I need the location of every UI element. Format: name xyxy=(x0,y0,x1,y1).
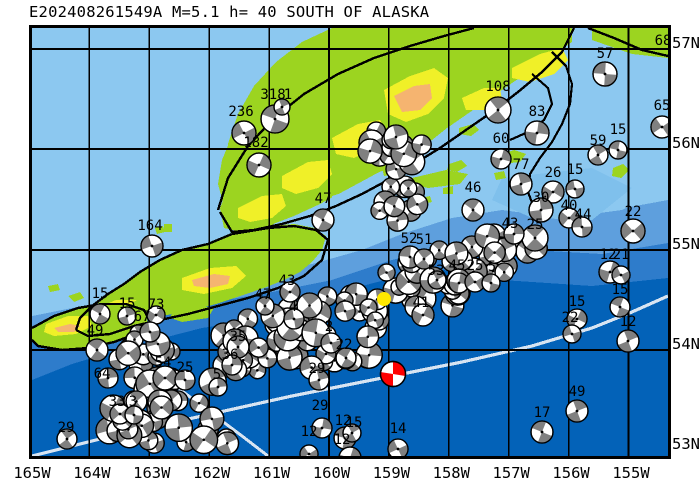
x-axis-tick-156w: 156W xyxy=(552,464,590,482)
beachball[interactable] xyxy=(84,337,110,363)
beachball[interactable] xyxy=(493,261,515,283)
beachball[interactable] xyxy=(540,179,566,205)
beachball[interactable] xyxy=(148,394,175,421)
beachball[interactable] xyxy=(138,320,162,344)
beachball[interactable] xyxy=(278,280,302,304)
beachball[interactable] xyxy=(220,353,244,377)
beachball[interactable] xyxy=(608,295,632,319)
beachball[interactable] xyxy=(443,240,470,267)
x-axis-tick-155w: 155W xyxy=(612,464,650,482)
beachball[interactable] xyxy=(410,133,433,156)
beachball[interactable] xyxy=(561,323,583,345)
beachball[interactable] xyxy=(188,424,220,456)
beachball[interactable] xyxy=(254,295,276,317)
beachball[interactable] xyxy=(412,247,436,271)
x-axis-tick-161w: 161W xyxy=(252,464,291,482)
beachball[interactable] xyxy=(386,437,410,456)
beachball[interactable] xyxy=(272,97,292,117)
x-axis-tick-163w: 163W xyxy=(133,464,171,482)
beachball[interactable] xyxy=(529,419,555,445)
beachball[interactable] xyxy=(610,264,632,286)
beachball[interactable] xyxy=(188,392,210,414)
beachball[interactable] xyxy=(245,151,273,179)
map-frame[interactable]: 6839571088365155960236318118216447772615… xyxy=(29,25,671,459)
map-canvas[interactable]: 6839571088365155960236318118216447772615… xyxy=(32,28,668,456)
x-axis-tick-159w: 159W xyxy=(372,464,411,482)
beachball[interactable] xyxy=(295,291,324,320)
beachball[interactable] xyxy=(591,60,619,88)
beachball[interactable] xyxy=(649,114,668,140)
y-axis-tick-54n: 54N xyxy=(672,334,699,353)
beachball[interactable] xyxy=(570,215,594,239)
beachball[interactable] xyxy=(163,412,194,443)
beachball[interactable] xyxy=(145,304,167,326)
beachball[interactable] xyxy=(586,143,610,167)
beachball[interactable] xyxy=(123,404,145,426)
x-axis-tick-158w: 158W xyxy=(432,464,470,482)
beachball[interactable] xyxy=(282,307,306,331)
beachball[interactable] xyxy=(310,416,334,440)
beachball[interactable] xyxy=(607,139,629,161)
beachball[interactable] xyxy=(96,366,120,390)
beachball[interactable] xyxy=(376,262,397,283)
beachball[interactable] xyxy=(527,196,555,224)
x-axis-tick-157w: 157W xyxy=(492,464,530,482)
y-axis-tick-57n: 57N xyxy=(672,34,699,52)
beachball[interactable] xyxy=(55,427,79,451)
beachball[interactable] xyxy=(405,192,430,217)
y-axis-tick-55n: 55N xyxy=(672,234,699,253)
beachball[interactable] xyxy=(426,269,448,291)
beachball[interactable] xyxy=(341,422,363,444)
beachball[interactable] xyxy=(564,178,586,200)
beachball[interactable] xyxy=(615,328,641,354)
beachball[interactable] xyxy=(356,137,384,165)
beachball[interactable] xyxy=(334,346,358,370)
y-axis-tick-56n: 56N xyxy=(672,134,699,153)
beachball[interactable] xyxy=(173,368,197,392)
beachball[interactable] xyxy=(310,207,336,233)
beachball[interactable] xyxy=(247,336,270,359)
beachball[interactable] xyxy=(139,233,165,259)
page-title: E202408261549A M=5.1 h= 40 SOUTH OF ALAS… xyxy=(29,3,430,21)
beachball[interactable] xyxy=(88,302,112,326)
beachball[interactable] xyxy=(230,119,258,147)
beachball[interactable] xyxy=(398,178,419,199)
beachball[interactable] xyxy=(483,95,513,125)
beachball[interactable] xyxy=(502,222,526,246)
beachball[interactable] xyxy=(489,147,513,171)
beachball[interactable] xyxy=(410,302,436,328)
beachball[interactable] xyxy=(298,443,320,456)
x-axis-tick-165w: 165W xyxy=(13,464,51,482)
beachball[interactable] xyxy=(333,299,357,323)
beachball[interactable] xyxy=(319,331,343,355)
y-axis-tick-53n: 53N xyxy=(672,435,699,454)
beachball[interactable] xyxy=(114,339,142,367)
beachball[interactable] xyxy=(508,171,534,197)
beachball[interactable] xyxy=(116,305,138,327)
beachball[interactable] xyxy=(482,240,507,265)
beachball[interactable] xyxy=(355,324,381,350)
beachball[interactable] xyxy=(564,398,590,424)
beachball[interactable] xyxy=(382,123,410,151)
beachball[interactable] xyxy=(460,197,486,223)
x-axis-tick-160w: 160W xyxy=(312,464,351,482)
beachball[interactable] xyxy=(337,445,363,456)
beachball[interactable] xyxy=(473,222,501,250)
beachball[interactable] xyxy=(619,217,647,245)
beachball[interactable] xyxy=(382,194,407,219)
main-event-beachball[interactable] xyxy=(379,360,407,388)
x-axis-tick-162w: 162W xyxy=(193,464,231,482)
beachball[interactable] xyxy=(307,368,331,392)
beachball[interactable] xyxy=(480,272,502,294)
beachball[interactable] xyxy=(214,430,241,456)
x-axis-tick-164w: 164W xyxy=(73,464,111,482)
beachball[interactable] xyxy=(523,119,551,147)
beachball[interactable] xyxy=(207,376,229,398)
epicenter-marker[interactable] xyxy=(377,292,391,306)
